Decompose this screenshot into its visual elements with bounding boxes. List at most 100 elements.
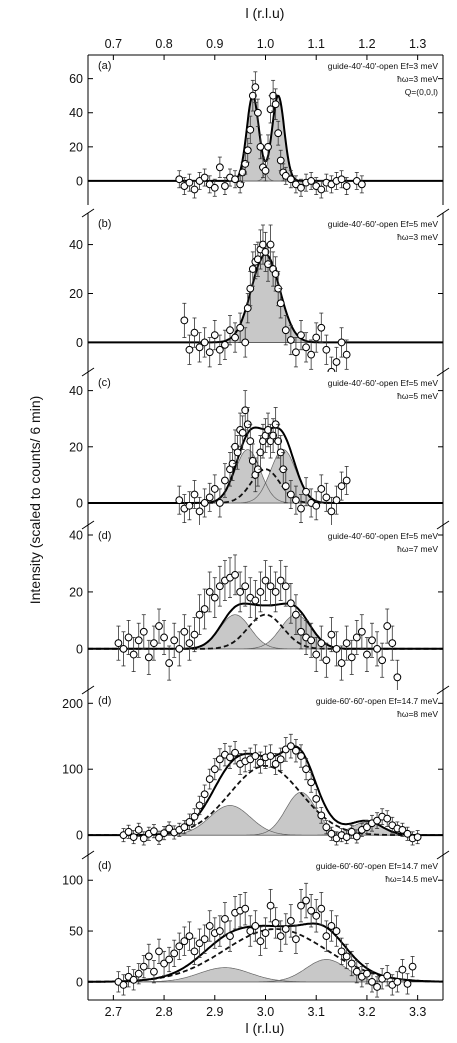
data-point	[269, 431, 278, 440]
y-tick-label: 100	[62, 874, 83, 888]
data-point	[266, 240, 275, 249]
y-tick-label: 0	[76, 496, 83, 510]
panel-annotation: ħω=3 meV	[397, 74, 438, 84]
data-point	[180, 627, 189, 636]
data-point	[124, 633, 133, 642]
data-point	[246, 437, 255, 446]
data-point	[398, 825, 407, 834]
data-point	[271, 270, 280, 278]
data-point	[243, 146, 252, 155]
data-point	[408, 962, 417, 971]
panel-label: (b)	[98, 218, 111, 230]
data-point	[210, 485, 219, 493]
data-point	[322, 932, 331, 941]
data-point	[210, 593, 219, 602]
panel-label: (d)	[98, 530, 111, 542]
data-point	[322, 493, 331, 502]
panel-annotation: guide-40'-40'-open Ef=3 meV	[328, 61, 439, 71]
data-point	[337, 175, 346, 184]
data-point	[190, 490, 199, 499]
data-point	[134, 825, 143, 834]
data-point	[297, 331, 305, 339]
data-point	[342, 350, 351, 359]
data-point	[276, 932, 285, 941]
data-point	[368, 977, 376, 986]
panel-label: (a)	[98, 60, 111, 72]
plot-area-0	[88, 71, 443, 199]
data-point	[251, 83, 260, 92]
data-point	[221, 182, 229, 190]
data-point	[124, 827, 133, 836]
panel-annotation: guide-40'-60'-open Ef=5 meV	[328, 378, 439, 388]
data-point	[241, 904, 250, 913]
x-tick-label: 2.9	[206, 1005, 223, 1019]
x-tick-label: 1.1	[308, 37, 325, 51]
data-point	[266, 582, 275, 591]
data-point	[246, 125, 255, 134]
axis-break-mark	[436, 367, 450, 377]
data-point	[276, 576, 285, 585]
y-tick-label: 20	[69, 585, 83, 599]
y-tick-label: 0	[76, 336, 83, 350]
data-point	[281, 925, 290, 933]
data-point	[170, 949, 179, 958]
data-point	[363, 969, 371, 978]
y-tick-label: 200	[62, 697, 83, 711]
data-point	[205, 775, 214, 783]
data-point	[175, 175, 184, 184]
data-point	[347, 827, 356, 836]
data-point	[210, 183, 219, 192]
data-point	[195, 801, 204, 810]
data-point	[200, 605, 209, 613]
data-point	[215, 499, 224, 507]
data-point	[139, 627, 148, 636]
data-point	[253, 108, 262, 117]
axis-break-mark	[436, 208, 450, 218]
data-point	[383, 814, 392, 823]
y-tick-label: 0	[76, 174, 83, 188]
data-point	[238, 428, 247, 437]
data-point	[200, 173, 209, 182]
fit-line	[88, 602, 443, 650]
data-point	[297, 504, 305, 513]
data-point	[317, 185, 326, 194]
data-point	[327, 367, 336, 372]
data-point	[210, 331, 219, 339]
data-point	[307, 350, 316, 359]
data-point	[231, 333, 239, 342]
data-point	[205, 493, 214, 502]
axis-break-mark	[81, 685, 95, 695]
data-point	[226, 326, 234, 335]
data-point	[327, 922, 336, 930]
data-point	[327, 630, 336, 639]
panel-annotation: ħω=7 meV	[397, 544, 438, 554]
data-point	[266, 901, 275, 910]
top-axis-title: l (r.l.u)	[246, 5, 285, 21]
data-point	[281, 582, 290, 591]
y-tick-label: 20	[69, 287, 83, 301]
data-point	[363, 650, 371, 659]
data-point	[231, 570, 239, 579]
data-point	[215, 927, 224, 935]
data-point	[190, 812, 199, 821]
y-tick-label: 40	[69, 384, 83, 398]
data-point	[378, 656, 387, 665]
data-point	[312, 650, 321, 659]
data-point	[307, 636, 316, 645]
data-point	[337, 659, 346, 667]
axis-break-mark	[81, 850, 95, 860]
data-point	[317, 904, 326, 913]
data-point	[150, 967, 158, 976]
data-point	[357, 180, 366, 189]
data-point	[286, 916, 295, 925]
data-point	[297, 752, 305, 760]
data-point	[248, 456, 257, 465]
data-point	[144, 653, 153, 662]
data-point	[195, 610, 204, 619]
data-point	[393, 673, 402, 682]
x-tick-label: 2.7	[105, 1005, 122, 1019]
data-point	[170, 636, 179, 645]
data-point	[236, 323, 245, 332]
data-point	[317, 811, 326, 820]
